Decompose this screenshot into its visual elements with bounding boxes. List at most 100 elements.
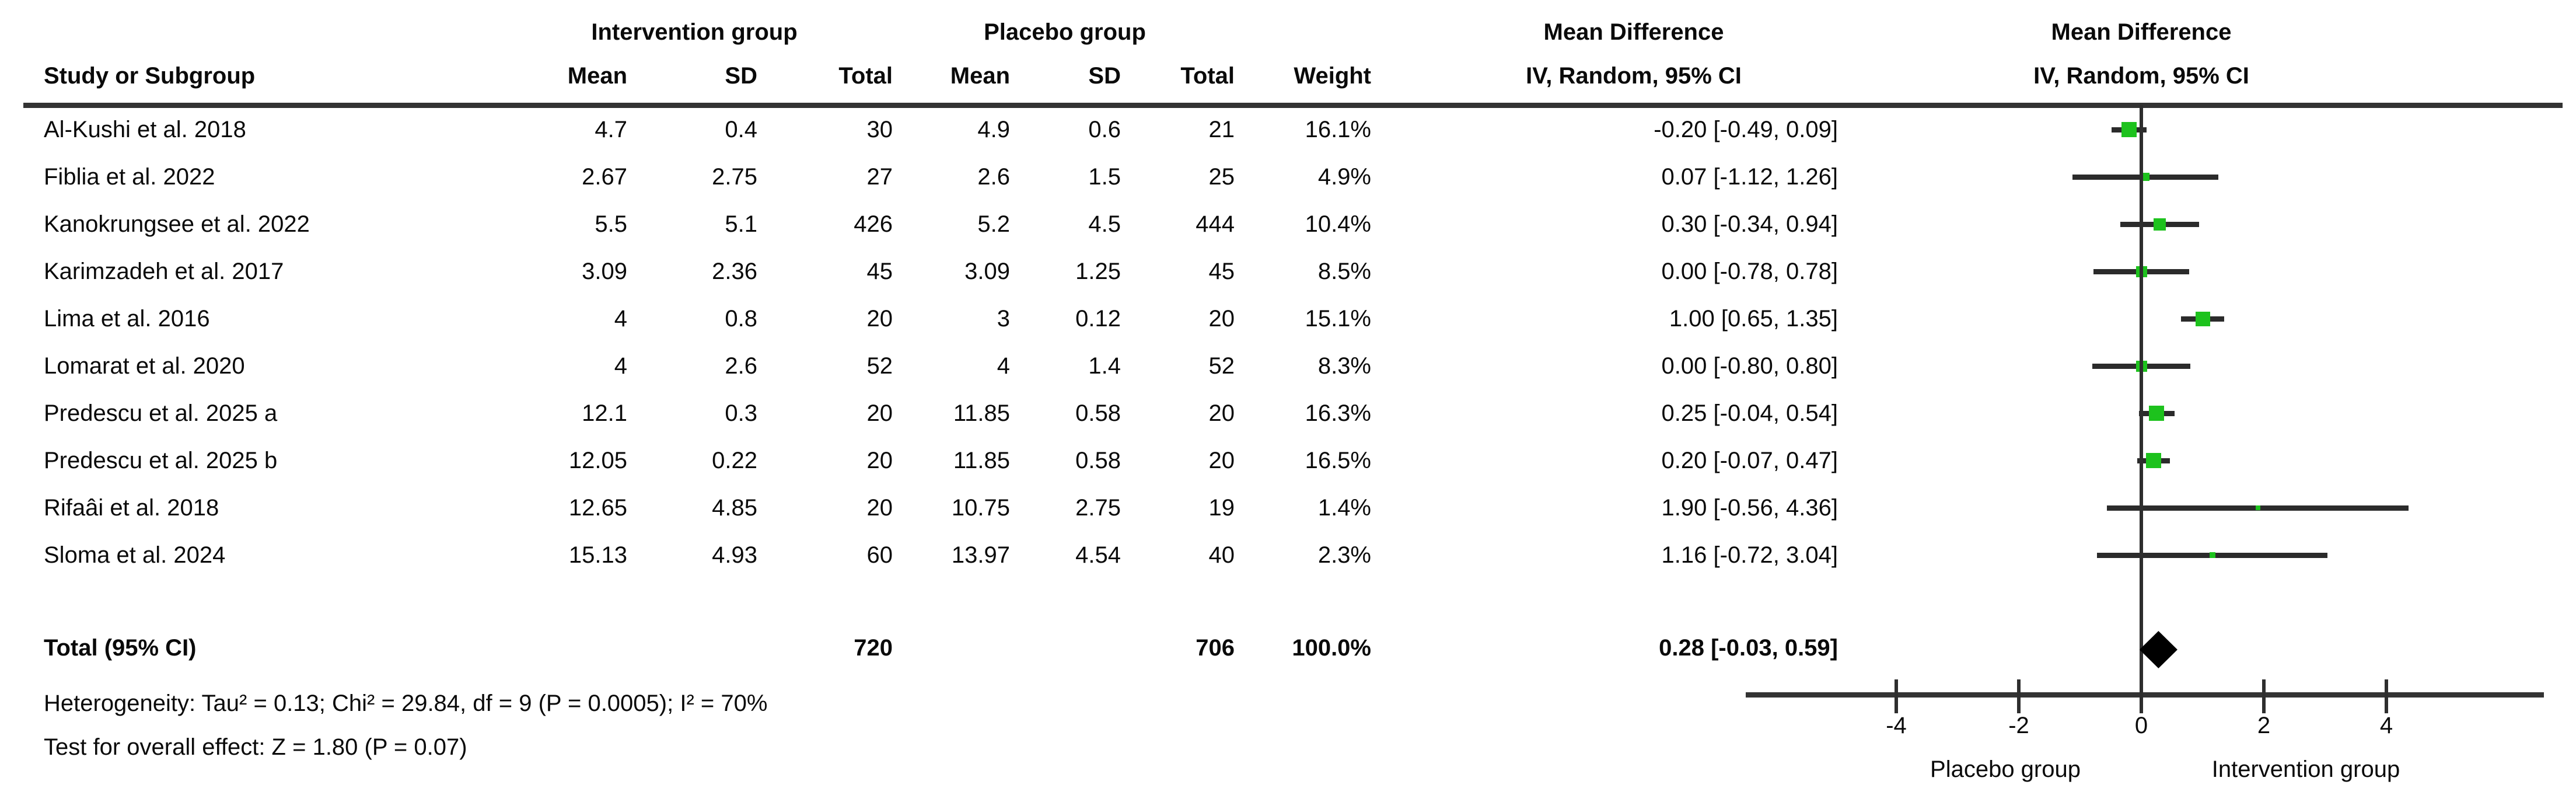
effect-square — [2209, 552, 2215, 558]
cell-weight: 16.3% — [1305, 400, 1371, 426]
cell-weight: 15.1% — [1305, 306, 1371, 332]
cell-placebo-sd: 4.54 — [1075, 542, 1121, 568]
axis-tick-label: -4 — [1886, 713, 1907, 738]
cell-placebo-sd: 4.5 — [1088, 211, 1121, 237]
cell-weight: 8.5% — [1317, 259, 1371, 284]
cell-intervention-mean: 12.65 — [568, 495, 627, 521]
cell-intervention-total: 45 — [866, 259, 893, 284]
cell-placebo-mean: 11.85 — [953, 448, 1010, 473]
ci-line — [2138, 411, 2175, 416]
cell-intervention-mean: 4.7 — [595, 117, 627, 142]
cell-placebo-sd: 0.6 — [1088, 117, 1121, 142]
cell-intervention-sd: 4.85 — [712, 495, 757, 521]
study-or-subgroup-header: Study or Subgroup — [44, 63, 256, 89]
cell-placebo-mean: 13.97 — [951, 542, 1010, 568]
ci-line — [2072, 175, 2219, 180]
placebo-group-header: Placebo group — [984, 19, 1146, 45]
cell-intervention-total: 20 — [866, 448, 893, 473]
axis-tick — [1895, 679, 1898, 713]
axis-tick — [2017, 679, 2021, 713]
ci-line — [2111, 127, 2147, 132]
overall-effect-footnote: Test for overall effect: Z = 1.80 (P = 0… — [44, 734, 467, 760]
cell-intervention-total: 20 — [866, 400, 893, 426]
effect-square — [2149, 406, 2165, 421]
ci-line — [2093, 269, 2189, 274]
cell-intervention-total: 52 — [866, 353, 893, 379]
axis-right-label: Intervention group — [2211, 756, 2400, 782]
total-diamond — [2139, 631, 2177, 668]
header-separator-line — [23, 103, 2563, 108]
ci-line — [2092, 364, 2190, 369]
cell-weight: 10.4% — [1305, 211, 1371, 237]
effect-square — [2135, 360, 2147, 372]
study-name: Karimzadeh et al. 2017 — [44, 259, 284, 284]
total-placebo-total: 706 — [1196, 635, 1235, 661]
cell-placebo-sd: 1.25 — [1075, 259, 1121, 284]
placebo-sd-header: SD — [1088, 63, 1121, 89]
cell-placebo-total: 20 — [1208, 448, 1235, 473]
cell-intervention-mean: 12.1 — [582, 400, 627, 426]
cell-ci: 1.00 [0.65, 1.35] — [1669, 306, 1838, 332]
cell-placebo-mean: 4 — [997, 353, 1010, 379]
cell-intervention-mean: 4 — [614, 353, 627, 379]
study-name: Lomarat et al. 2020 — [44, 353, 245, 379]
cell-placebo-sd: 1.5 — [1088, 164, 1121, 190]
effect-square — [2146, 453, 2161, 468]
effect-square — [2135, 266, 2147, 277]
effect-square — [2121, 122, 2137, 137]
intervention-sd-header: SD — [725, 63, 757, 89]
cell-placebo-mean: 2.6 — [977, 164, 1010, 190]
cell-intervention-sd: 0.4 — [725, 117, 757, 142]
cell-ci: 0.00 [-0.80, 0.80] — [1661, 353, 1838, 379]
cell-ci: 0.07 [-1.12, 1.26] — [1661, 164, 1838, 190]
cell-placebo-total: 40 — [1208, 542, 1235, 568]
study-name: Sloma et al. 2024 — [44, 542, 226, 568]
total-weight: 100.0% — [1292, 635, 1371, 661]
axis-tick — [2385, 679, 2388, 713]
cell-placebo-mean: 4.9 — [977, 117, 1010, 142]
intervention-mean-header: Mean — [567, 63, 627, 89]
cell-intervention-sd: 5.1 — [725, 211, 757, 237]
cell-intervention-total: 27 — [866, 164, 893, 190]
axis-tick-label: 0 — [2134, 713, 2148, 738]
cell-placebo-sd: 0.58 — [1075, 400, 1121, 426]
total-ci: 0.28 [-0.03, 0.59] — [1659, 635, 1838, 661]
total-intervention-total: 720 — [854, 635, 893, 661]
axis-tick — [2262, 679, 2266, 713]
cell-intervention-sd: 0.3 — [725, 400, 757, 426]
cell-placebo-total: 45 — [1208, 259, 1235, 284]
cell-placebo-total: 21 — [1208, 117, 1235, 142]
cell-intervention-mean: 15.13 — [568, 542, 627, 568]
cell-weight: 2.3% — [1317, 542, 1371, 568]
cell-placebo-sd: 2.75 — [1075, 495, 1121, 521]
cell-intervention-mean: 4 — [614, 306, 627, 332]
total-row-label: Total (95% CI) — [44, 635, 197, 661]
cell-placebo-sd: 0.58 — [1075, 448, 1121, 473]
cell-placebo-sd: 0.12 — [1075, 306, 1121, 332]
ci-line — [2097, 553, 2328, 558]
cell-weight: 4.9% — [1317, 164, 1371, 190]
cell-ci: 1.16 [-0.72, 3.04] — [1661, 542, 1838, 568]
ci-line — [2120, 222, 2199, 227]
study-name: Kanokrungsee et al. 2022 — [44, 211, 310, 237]
cell-ci: 0.20 [-0.07, 0.47] — [1661, 448, 1838, 473]
cell-placebo-sd: 1.4 — [1088, 353, 1121, 379]
cell-ci: 0.30 [-0.34, 0.94] — [1661, 211, 1838, 237]
cell-placebo-total: 25 — [1208, 164, 1235, 190]
cell-ci: 0.25 [-0.04, 0.54] — [1661, 400, 1838, 426]
ci-line — [2137, 458, 2170, 463]
cell-intervention-total: 30 — [866, 117, 893, 142]
cell-placebo-total: 20 — [1208, 400, 1235, 426]
cell-placebo-mean: 3.09 — [964, 259, 1010, 284]
cell-intervention-mean: 2.67 — [582, 164, 627, 190]
zero-effect-line — [2140, 105, 2143, 695]
mean-difference-column-header: Mean Difference — [1543, 19, 1724, 45]
cell-intervention-sd: 2.75 — [712, 164, 757, 190]
cell-intervention-sd: 2.36 — [712, 259, 757, 284]
cell-ci: 0.00 [-0.78, 0.78] — [1661, 259, 1838, 284]
intervention-total-header: Total — [838, 63, 893, 89]
cell-placebo-total: 52 — [1208, 353, 1235, 379]
cell-placebo-total: 20 — [1208, 306, 1235, 332]
cell-weight: 16.5% — [1305, 448, 1371, 473]
